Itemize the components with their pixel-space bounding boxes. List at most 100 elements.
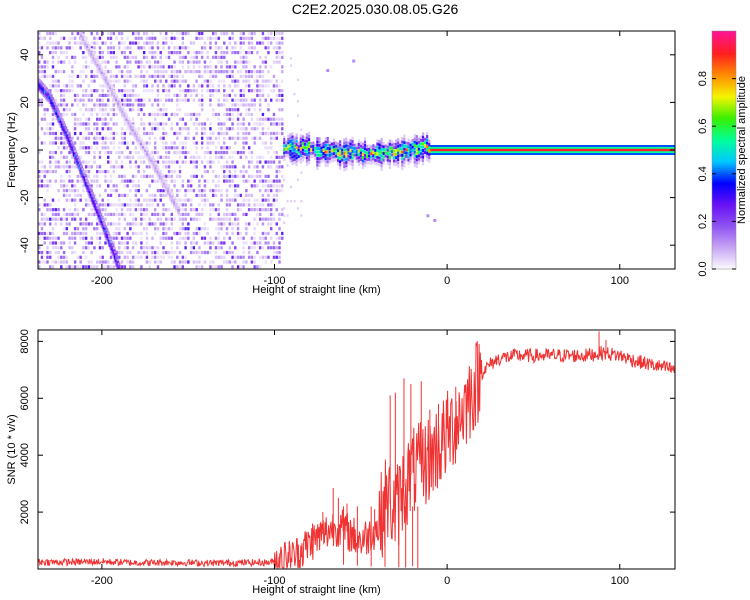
- heatmap-cell: [256, 212, 259, 217]
- heatmap-cell: [79, 41, 82, 45]
- heatmap-cell: [131, 103, 135, 107]
- heatmap-cell: [275, 55, 278, 59]
- heatmap-cell: [236, 79, 240, 83]
- heatmap-cell: [68, 79, 71, 83]
- colorbar-swatch: [712, 221, 736, 224]
- heatmap-cell: [65, 89, 69, 93]
- heatmap-cell: [71, 265, 74, 269]
- heatmap-cell: [405, 144, 408, 148]
- heatmap-cell: [200, 136, 204, 140]
- heatmap-cell: [275, 250, 278, 255]
- heatmap-cell: [192, 84, 196, 88]
- heatmap-cell: [195, 174, 198, 178]
- heatmap-cell: [187, 212, 190, 217]
- heatmap-cell: [212, 169, 215, 174]
- heatmap-cell: [206, 227, 209, 231]
- heatmap-cell: [156, 179, 160, 183]
- heatmap-cell: [426, 131, 429, 135]
- heatmap-cell: [209, 250, 212, 255]
- heatmap-cell: [192, 208, 196, 212]
- heatmap-cell: [112, 184, 115, 188]
- heatmap-cell: [275, 169, 278, 174]
- heatmap-cell: [234, 108, 237, 112]
- heatmap-cell: [119, 106, 123, 110]
- heatmap-cell: [68, 198, 71, 202]
- heatmap-cell: [148, 160, 152, 164]
- heatmap-cell: [376, 142, 379, 146]
- heatmap-cell: [43, 36, 46, 40]
- heatmap-cell: [101, 255, 104, 259]
- heatmap-cell: [134, 93, 138, 98]
- heatmap-cell: [57, 103, 60, 107]
- heatmap-cell: [137, 189, 140, 193]
- heatmap-cell: [87, 136, 91, 140]
- heatmap-cell: [234, 103, 237, 107]
- heatmap-cell: [148, 174, 151, 178]
- heatmap-cell: [275, 93, 278, 98]
- heatmap-cell: [148, 184, 151, 188]
- heatmap-cell: [200, 131, 204, 136]
- heatmap-cell: [84, 103, 88, 107]
- heatmap-cell: [159, 31, 162, 36]
- heatmap-cell: [60, 136, 63, 140]
- heatmap-cell: [109, 179, 113, 183]
- heatmap-cell: [131, 141, 135, 145]
- heatmap-cell: [43, 74, 46, 78]
- heatmap-cell: [236, 50, 240, 55]
- x-tick-label: -200: [91, 275, 113, 287]
- heatmap-cell: [242, 212, 245, 217]
- heatmap-cell: [411, 145, 414, 149]
- heatmap-cell: [305, 153, 309, 157]
- heatmap-cell: [118, 241, 121, 245]
- colorbar-swatch: [712, 46, 736, 50]
- colorbar-swatch: [712, 64, 736, 68]
- heatmap-cell: [71, 65, 74, 69]
- heatmap-cell: [236, 60, 240, 64]
- heatmap-cell: [339, 143, 342, 147]
- heatmap-cell: [181, 74, 185, 78]
- heatmap-cell: [242, 246, 245, 250]
- heatmap-cell: [250, 98, 254, 102]
- heatmap-cell: [363, 153, 367, 157]
- heatmap-cell: [154, 164, 158, 168]
- heatmap-cell: [253, 108, 256, 112]
- heatmap-cell: [187, 227, 190, 231]
- heatmap-cell: [267, 50, 270, 55]
- heatmap-cell: [187, 84, 190, 88]
- heatmap-cell: [145, 260, 149, 264]
- heatmap-cell: [108, 86, 112, 90]
- heatmap-cell: [187, 112, 190, 117]
- heatmap-cell: [51, 122, 55, 126]
- heatmap-cell: [142, 155, 146, 159]
- heatmap-cell: [152, 163, 156, 166]
- heatmap-cell: [90, 48, 94, 51]
- heatmap-cell: [131, 126, 135, 130]
- heatmap-cell: [258, 255, 262, 259]
- heatmap-cell: [258, 169, 262, 174]
- heatmap-cell: [217, 117, 220, 121]
- heatmap-cell: [46, 231, 49, 236]
- heatmap-cell: [270, 131, 273, 136]
- heatmap-cell: [145, 250, 149, 255]
- x-tick-label: 0: [444, 575, 450, 587]
- heatmap-cell: [123, 131, 127, 136]
- heatmap-cell: [349, 155, 352, 159]
- heatmap-cell: [90, 70, 93, 74]
- heatmap-cell: [120, 160, 124, 164]
- heatmap-cell: [256, 50, 259, 55]
- heatmap-cell: [93, 174, 96, 178]
- heatmap-cell: [198, 260, 201, 264]
- heatmap-cell: [154, 212, 157, 217]
- heatmap-cell: [126, 246, 129, 250]
- heatmap-cell: [159, 70, 162, 74]
- heatmap-cell: [109, 36, 113, 40]
- heatmap-cell: [65, 84, 69, 88]
- heatmap-cell: [170, 169, 173, 174]
- heatmap-cell: [217, 231, 220, 236]
- heatmap-cell: [65, 112, 69, 117]
- heatmap-cell: [104, 217, 107, 221]
- heatmap-cell: [57, 246, 60, 250]
- heatmap-cell: [142, 141, 145, 144]
- heatmap-cell: [93, 179, 96, 183]
- heatmap-cell: [245, 60, 248, 64]
